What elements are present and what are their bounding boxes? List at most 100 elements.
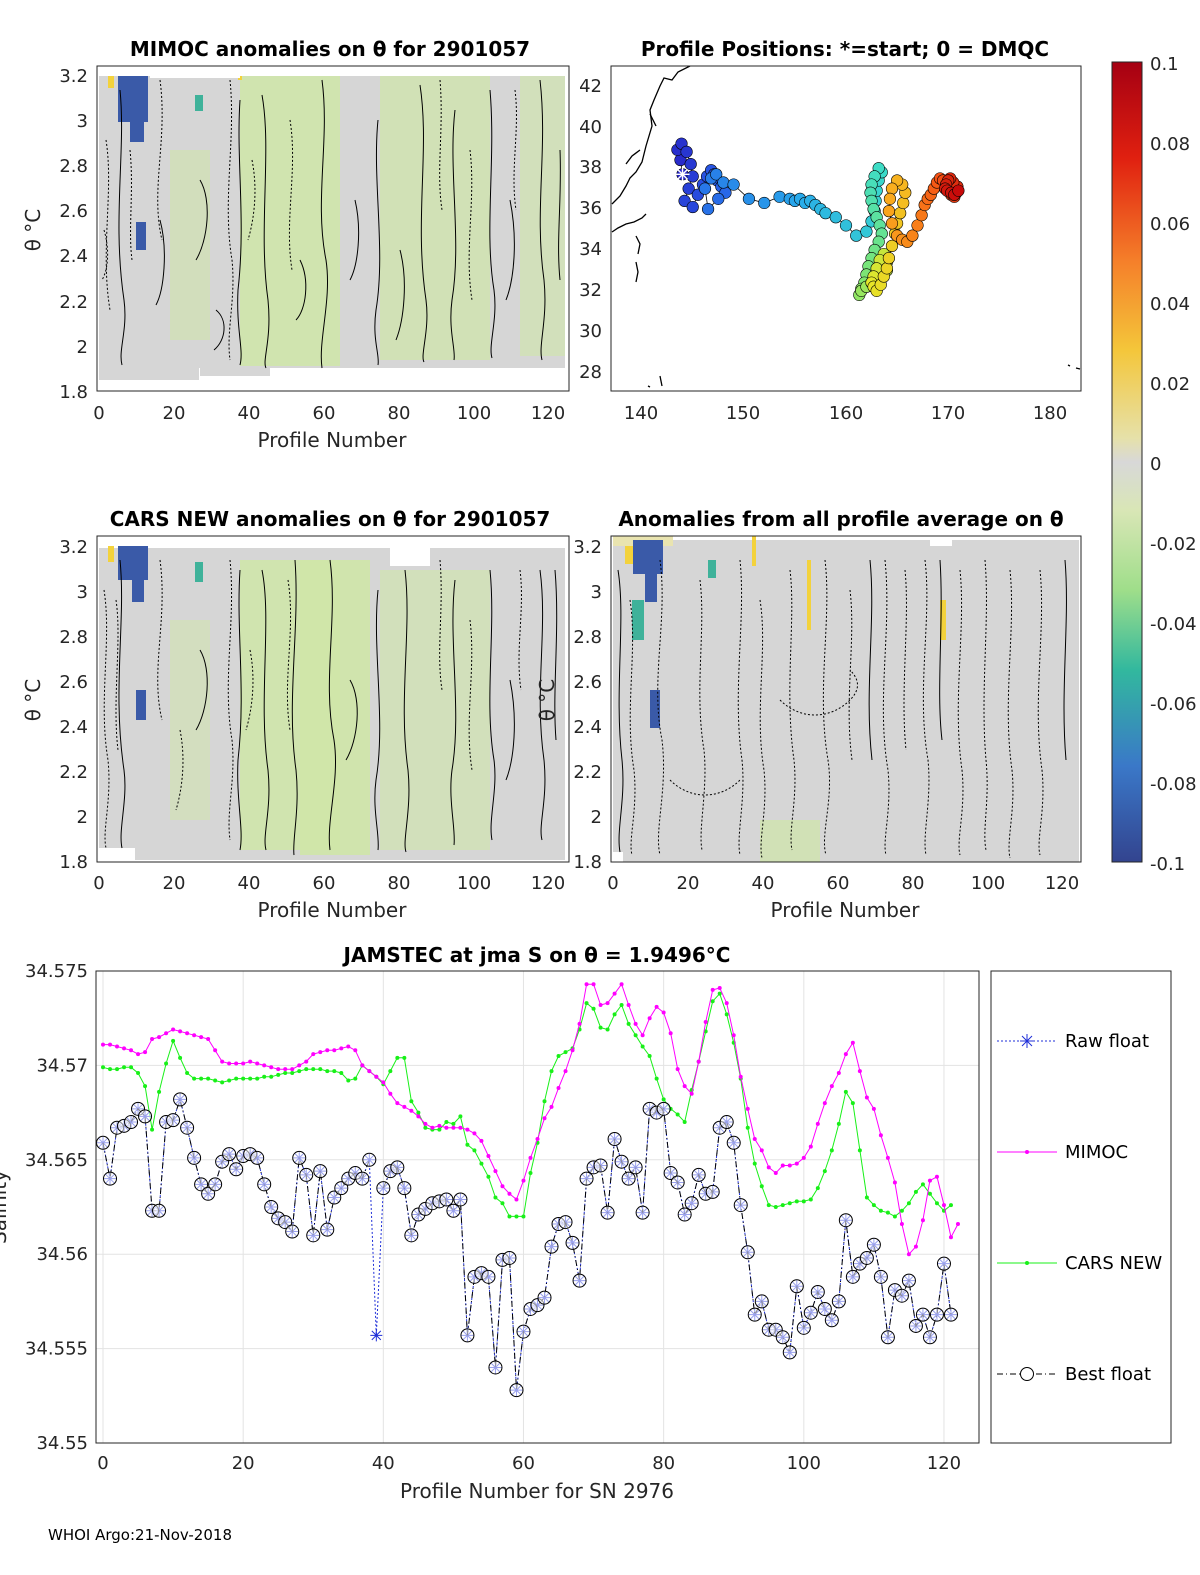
tick: 34	[579, 239, 602, 260]
tick: 34.565	[25, 1150, 88, 1171]
data-point	[670, 1175, 685, 1190]
tick: 0	[607, 873, 618, 894]
profile-position-marker	[773, 190, 786, 203]
data-point	[507, 1191, 512, 1196]
data-point	[264, 1200, 279, 1214]
data-point	[278, 1215, 293, 1230]
data-point	[817, 1301, 832, 1316]
data-point	[810, 1284, 825, 1299]
tick: 20	[232, 1453, 255, 1474]
data-point	[922, 1330, 937, 1345]
tick: 3.2	[59, 66, 88, 87]
data-point	[803, 1305, 818, 1320]
data-point	[493, 1169, 498, 1174]
data-point	[404, 1228, 419, 1243]
series-mimoc	[101, 982, 960, 1257]
data-point	[409, 1099, 414, 1104]
data-point	[549, 1104, 554, 1109]
data-point	[108, 1067, 113, 1072]
data-point	[318, 1050, 323, 1055]
data-point	[822, 1101, 827, 1106]
data-point	[696, 1059, 701, 1064]
allavg-xlabel: Profile Number	[771, 898, 921, 922]
data-point	[647, 1053, 652, 1058]
data-point	[607, 1132, 622, 1147]
tick: 100	[457, 873, 491, 894]
data-point	[710, 987, 715, 992]
profile-positions-panel: Profile Positions: *=start; 0 = DMQC 28 …	[579, 37, 1082, 424]
data-point	[677, 1207, 692, 1222]
data-point	[584, 982, 589, 987]
tick: 2.2	[59, 762, 88, 783]
positions-xaxis: 140 150 160 170 180	[624, 403, 1067, 424]
data-point	[101, 1065, 106, 1070]
data-point	[479, 1138, 484, 1143]
data-point	[500, 1201, 505, 1206]
data-point	[180, 1120, 195, 1135]
mimoc-contours	[101, 79, 561, 369]
data-point	[661, 1097, 666, 1102]
profile-position-marker	[952, 184, 965, 197]
data-point	[502, 1250, 517, 1265]
data-point	[871, 1203, 876, 1208]
data-point	[276, 1067, 281, 1072]
data-point	[465, 1127, 470, 1132]
data-point	[453, 1192, 468, 1207]
tick: 40	[579, 117, 602, 138]
tick: 34.57	[36, 1055, 88, 1076]
data-point	[283, 1070, 288, 1075]
data-point	[507, 1214, 512, 1219]
data-point	[241, 1076, 246, 1081]
data-point	[815, 1186, 820, 1191]
data-point	[353, 1076, 358, 1081]
data-point	[171, 1027, 176, 1032]
data-point	[635, 1205, 650, 1220]
data-point	[675, 1067, 680, 1072]
data-point	[663, 1166, 678, 1181]
data-point	[283, 1067, 288, 1072]
data-point	[794, 1199, 799, 1204]
data-point	[654, 1076, 659, 1081]
mimoc-anomaly-panel: MIMOC anomalies on θ for 2901057	[21, 37, 570, 452]
profile-position-marker	[701, 202, 715, 216]
data-point	[178, 1055, 183, 1060]
tick: 170	[931, 403, 965, 424]
data-point	[901, 1273, 916, 1288]
data-point	[290, 1067, 295, 1072]
data-point	[390, 1160, 405, 1175]
data-point	[304, 1059, 309, 1064]
tick: 34.575	[25, 961, 88, 982]
data-point	[913, 1244, 918, 1249]
data-point	[836, 1070, 841, 1075]
data-point	[801, 1199, 806, 1204]
legend-cars-new: CARS NEW	[997, 1253, 1162, 1274]
tick: 2.4	[573, 717, 602, 738]
legend-label: Best float	[1065, 1364, 1151, 1385]
data-point	[143, 1084, 148, 1089]
tick: 2	[77, 337, 88, 358]
data-point	[257, 1177, 272, 1192]
trajectory-line	[676, 142, 959, 296]
data-point	[859, 1250, 874, 1265]
cars-contours	[103, 559, 558, 856]
data-point	[493, 1195, 498, 1200]
data-point	[843, 1052, 848, 1057]
tick: 160	[829, 403, 863, 424]
tick: 32	[579, 280, 602, 301]
data-point	[276, 1072, 281, 1077]
data-point	[647, 1016, 652, 1021]
profile-position-marker	[829, 211, 842, 224]
colorbar: 0.1 0.08 0.06 0.04 0.02 0 -0.02 -0.04 -0…	[1111, 54, 1197, 875]
data-point	[439, 1192, 454, 1207]
data-point	[731, 1033, 736, 1038]
tick: 80	[902, 873, 925, 894]
data-point	[129, 1048, 134, 1053]
tick: 1.8	[59, 382, 88, 403]
data-point	[332, 1069, 337, 1074]
data-point	[199, 1035, 204, 1040]
data-point	[220, 1059, 225, 1064]
data-point	[320, 1222, 335, 1237]
data-point	[416, 1114, 421, 1119]
data-point	[929, 1307, 944, 1322]
data-point	[789, 1279, 804, 1294]
